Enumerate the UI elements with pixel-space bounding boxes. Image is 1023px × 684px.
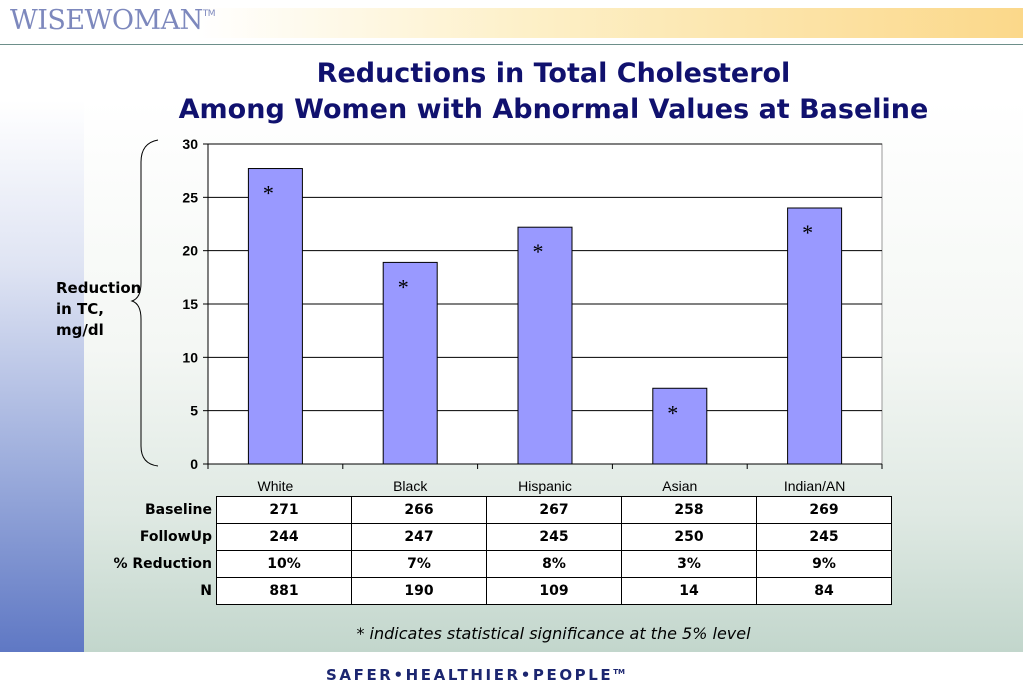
- table-row: Baseline 271 266 267 258 269: [84, 496, 892, 524]
- header-divider: [0, 44, 1023, 45]
- table-cell: 269: [756, 496, 892, 524]
- y-tick-label: 15: [182, 296, 198, 312]
- significance-marker: *: [398, 274, 409, 299]
- row-label: Baseline: [144, 502, 212, 518]
- table-cell: 250: [621, 523, 757, 551]
- y-tick-label: 25: [182, 189, 198, 205]
- tagline-trademark: TM: [613, 668, 626, 676]
- bar: [382, 261, 438, 465]
- logo-text: WISEWOMAN: [10, 5, 203, 36]
- table-cell: 258: [621, 496, 757, 524]
- header-bar: [196, 8, 1023, 38]
- y-axis-brace: [130, 139, 159, 467]
- table-cell: 881: [216, 577, 352, 605]
- left-gradient-band: [0, 100, 84, 652]
- y-tick-label: 30: [182, 136, 198, 152]
- table-cell: 9%: [756, 550, 892, 578]
- title-line-1: Reductions in Total Cholesterol: [316, 58, 791, 89]
- y-axis-label-line: mg/dl: [56, 321, 104, 339]
- bar: [247, 168, 303, 465]
- logo-trademark: TM: [202, 9, 216, 19]
- category-label: White: [258, 478, 294, 494]
- bar: [787, 207, 843, 465]
- footer-band: [0, 652, 1023, 682]
- table-cell: 8%: [486, 550, 622, 578]
- table-row: N 881 190 109 14 84: [84, 577, 892, 605]
- table-cell: 10%: [216, 550, 352, 578]
- table-cell: 3%: [621, 550, 757, 578]
- table-cell: 267: [486, 496, 622, 524]
- table-cell: 7%: [351, 550, 487, 578]
- row-label: % Reduction: [113, 556, 212, 572]
- table-cell: 14: [621, 577, 757, 605]
- y-tick-label: 10: [182, 349, 198, 365]
- table-cell: 245: [756, 523, 892, 551]
- bar: [517, 226, 573, 465]
- y-tick-label: 20: [182, 243, 198, 259]
- table-cell: 109: [486, 577, 622, 605]
- row-label: FollowUp: [139, 529, 212, 545]
- significance-marker: *: [263, 181, 274, 206]
- table-cell: 244: [216, 523, 352, 551]
- row-label: N: [200, 583, 212, 599]
- bar: [652, 387, 708, 465]
- y-axis-label-line: in TC,: [56, 300, 104, 318]
- significance-marker: *: [802, 220, 813, 245]
- y-tick-label: 0: [190, 456, 198, 472]
- wisewoman-logo: WISEWOMANTM: [10, 5, 216, 41]
- table-cell: 84: [756, 577, 892, 605]
- significance-marker: *: [667, 400, 678, 425]
- table-row: % Reduction 10% 7% 8% 3% 9%: [84, 550, 892, 578]
- y-axis-label-line: Reduction: [56, 279, 142, 297]
- category-label: Hispanic: [518, 478, 572, 494]
- table-cell: 271: [216, 496, 352, 524]
- data-table: Baseline 271 266 267 258 269 FollowUp 244 247 245…: [84, 496, 892, 605]
- tagline: SAFER•HEALTHIER•PEOPLETM: [326, 666, 625, 684]
- table-cell: 190: [351, 577, 487, 605]
- title-line-2: Among Women with Abnormal Values at Base…: [178, 94, 929, 125]
- tagline-text: SAFER•HEALTHIER•PEOPLE: [326, 666, 614, 684]
- category-label: Indian/AN: [784, 478, 845, 494]
- y-tick-label: 5: [190, 403, 198, 419]
- category-label: Black: [393, 478, 428, 494]
- significance-marker: *: [533, 239, 544, 264]
- category-label: Asian: [662, 478, 697, 494]
- y-axis-label: Reduction in TC, mg/dl: [56, 278, 166, 341]
- slide-title: Reductions in Total Cholesterol Among Wo…: [84, 56, 1023, 128]
- table-cell: 247: [351, 523, 487, 551]
- table-cell: 266: [351, 496, 487, 524]
- footnote: * indicates statistical significance at …: [356, 624, 751, 643]
- table-row: FollowUp 244 247 245 250 245: [84, 523, 892, 551]
- table-cell: 245: [486, 523, 622, 551]
